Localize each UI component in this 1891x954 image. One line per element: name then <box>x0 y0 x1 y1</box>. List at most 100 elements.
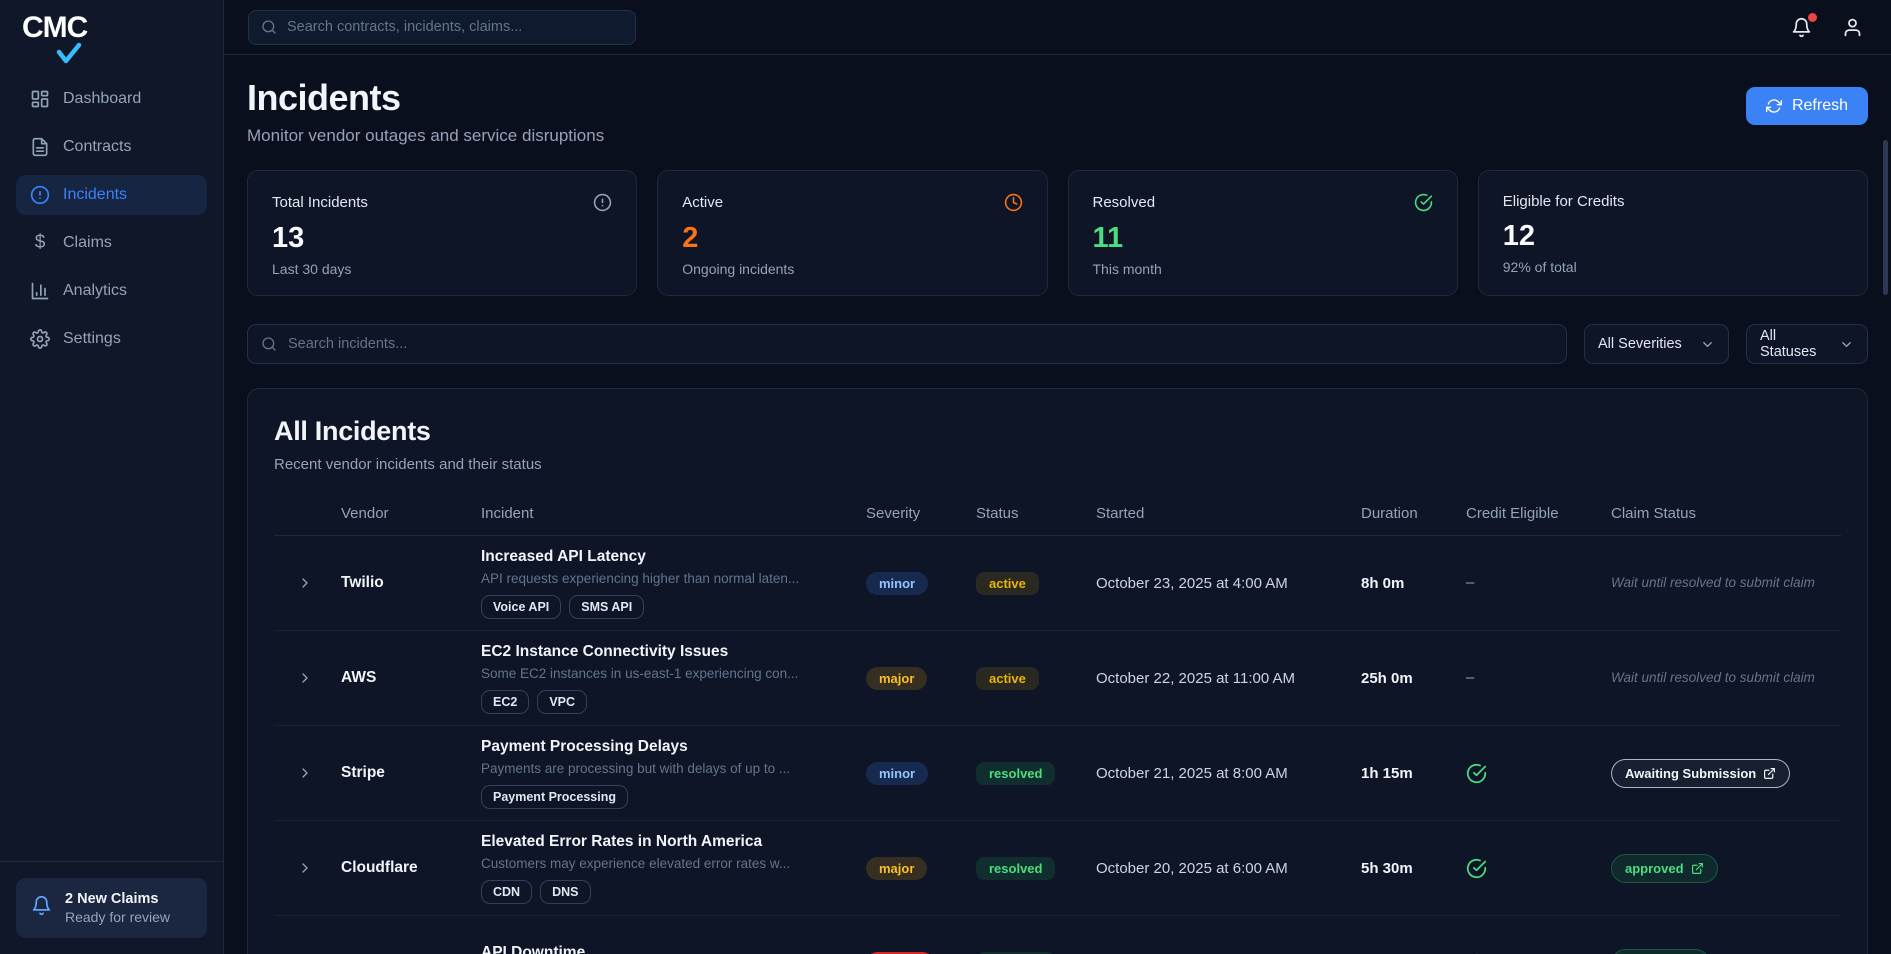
credit-eligible-cell <box>1444 858 1589 879</box>
claim-status-link[interactable]: Awaiting Submission <box>1611 758 1791 788</box>
column-header-severity: Severity <box>866 505 921 522</box>
scrollbar-thumb[interactable] <box>1883 140 1888 295</box>
service-tag: CDN <box>481 879 533 904</box>
status-badge: resolved <box>976 856 1056 880</box>
stat-card: Total Incidents 13 Last 30 days <box>247 170 638 296</box>
info-icon <box>593 193 612 212</box>
sidebar-item-contracts[interactable]: Contracts <box>16 127 207 167</box>
vendor-name: Twilio <box>341 574 384 591</box>
claim-status-link[interactable]: approved <box>1611 853 1718 883</box>
sidebar-item-analytics[interactable]: Analytics <box>16 271 207 311</box>
notifications-button[interactable] <box>1791 12 1817 38</box>
stat-sublabel: Ongoing incidents <box>682 261 795 277</box>
incident-title: Elevated Error Rates in North America <box>481 832 763 850</box>
chevron-down-icon <box>1839 337 1854 352</box>
claim-status-cell: Wait until resolved to submit claim <box>1589 574 1841 592</box>
incidents-table: Vendor Incident Severity Status Started Durat… <box>274 505 1841 954</box>
column-header-credit-eligible: Credit Eligible <box>1466 505 1559 522</box>
duration-value: 5h 30m <box>1361 859 1413 877</box>
new-claims-card[interactable]: 2 New Claims Ready for review <box>16 878 207 938</box>
sidebar-item-label: Claims <box>63 234 112 251</box>
sidebar-item-label: Analytics <box>63 282 128 299</box>
incident-title: API Downtime <box>481 944 586 954</box>
sidebar-item-incidents[interactable]: Incidents <box>16 175 207 215</box>
stat-label: Total Incidents <box>272 194 368 211</box>
dashboard-grid-icon <box>30 89 50 109</box>
alert-circle-icon <box>30 185 50 205</box>
new-claims-title: 2 New Claims <box>65 891 159 907</box>
sidebar-item-dashboard[interactable]: Dashboard <box>16 79 207 119</box>
stat-label: Resolved <box>1092 194 1156 211</box>
new-claims-subtitle: Ready for review <box>65 909 171 925</box>
incidents-search[interactable] <box>247 324 1567 364</box>
severity-badge: major <box>866 666 928 690</box>
credit-eligible-check-icon <box>1466 858 1589 879</box>
severity-filter-select[interactable]: All Severities <box>1584 324 1729 364</box>
severity-badge: minor <box>866 571 929 595</box>
bell-icon <box>1792 17 1811 37</box>
global-search-input[interactable] <box>287 19 623 35</box>
expand-row-button[interactable] <box>274 575 319 591</box>
incident-tags: Payment Processing <box>481 784 844 809</box>
sidebar-item-claims[interactable]: $ Claims <box>16 223 207 263</box>
severity-filter-value: All Severities <box>1598 336 1682 352</box>
gear-icon <box>30 329 50 349</box>
table-row: Stripe Payment Processing Delays Payment… <box>274 726 1841 821</box>
table-subtitle: Recent vendor incidents and their status <box>274 456 542 473</box>
status-filter-select[interactable]: All Statuses <box>1746 324 1868 364</box>
sidebar-item-label: Incidents <box>63 186 128 203</box>
stat-sublabel: 92% of total <box>1502 259 1577 275</box>
expand-row-button[interactable] <box>274 670 319 686</box>
claim-status-link[interactable]: credited <box>1611 948 1710 954</box>
severity-badge: critical <box>866 951 934 954</box>
claim-wait-message: Wait until resolved to submit claim <box>1611 575 1815 590</box>
logo[interactable]: CMC <box>0 0 223 63</box>
incident-description: Payments are processing but with delays … <box>481 760 791 776</box>
bell-icon <box>31 895 52 921</box>
stat-value: 12 <box>1502 220 1536 252</box>
table-body: Twilio Increased API Latency API request… <box>274 536 1841 954</box>
table-row: AWS EC2 Instance Connectivity Issues Som… <box>274 631 1841 726</box>
column-header-duration: Duration <box>1361 505 1418 522</box>
credit-eligible-cell: – <box>1444 669 1589 687</box>
table-row: Cloudflare Elevated Error Rates in North… <box>274 821 1841 916</box>
credit-not-eligible-dash: – <box>1466 669 1475 686</box>
service-tag: Voice API <box>481 594 562 619</box>
column-header-incident: Incident <box>481 505 534 522</box>
sidebar-item-label: Contracts <box>63 138 132 155</box>
credit-eligible-cell <box>1444 763 1589 784</box>
status-badge: active <box>976 666 1039 690</box>
incidents-table-card: All Incidents Recent vendor incidents an… <box>247 388 1868 954</box>
sidebar-item-settings[interactable]: Settings <box>16 319 207 359</box>
stat-sublabel: This month <box>1092 261 1162 277</box>
table-row: Twilio Increased API Latency API request… <box>274 536 1841 631</box>
credit-eligible-cell: – <box>1444 574 1589 592</box>
sidebar: CMC Dashboard Contracts Incidents $ Clai… <box>0 0 224 954</box>
service-tag: VPC <box>537 689 588 714</box>
claim-status-cell: Awaiting Submission <box>1589 758 1841 788</box>
incident-tags: Voice API SMS API <box>481 594 844 619</box>
incident-title: Payment Processing Delays <box>481 737 688 755</box>
expand-row-button[interactable] <box>274 860 319 876</box>
stat-value: 13 <box>272 222 305 254</box>
refresh-label: Refresh <box>1791 97 1848 114</box>
column-header-status: Status <box>976 505 1019 522</box>
column-header-claim-status: Claim Status <box>1611 505 1697 522</box>
refresh-button[interactable]: Refresh <box>1745 87 1868 125</box>
service-tag: EC2 <box>481 689 530 714</box>
sidebar-footer: 2 New Claims Ready for review <box>0 861 223 954</box>
stat-card: Active 2 Ongoing incidents <box>657 170 1048 296</box>
dollar-icon: $ <box>34 232 46 253</box>
search-icon <box>261 336 277 352</box>
global-search[interactable] <box>248 9 636 45</box>
page-subtitle: Monitor vendor outages and service disru… <box>247 126 605 145</box>
table-title: All Incidents <box>274 416 431 446</box>
logo-text: CMC <box>22 10 88 44</box>
started-date: October 21, 2025 at 8:00 AM <box>1096 764 1288 782</box>
started-date: October 22, 2025 at 11:00 AM <box>1096 669 1296 687</box>
expand-row-button[interactable] <box>274 765 319 781</box>
incidents-search-input[interactable] <box>288 336 1553 352</box>
column-header-started: Started <box>1096 505 1145 522</box>
user-menu-button[interactable] <box>1842 17 1863 38</box>
